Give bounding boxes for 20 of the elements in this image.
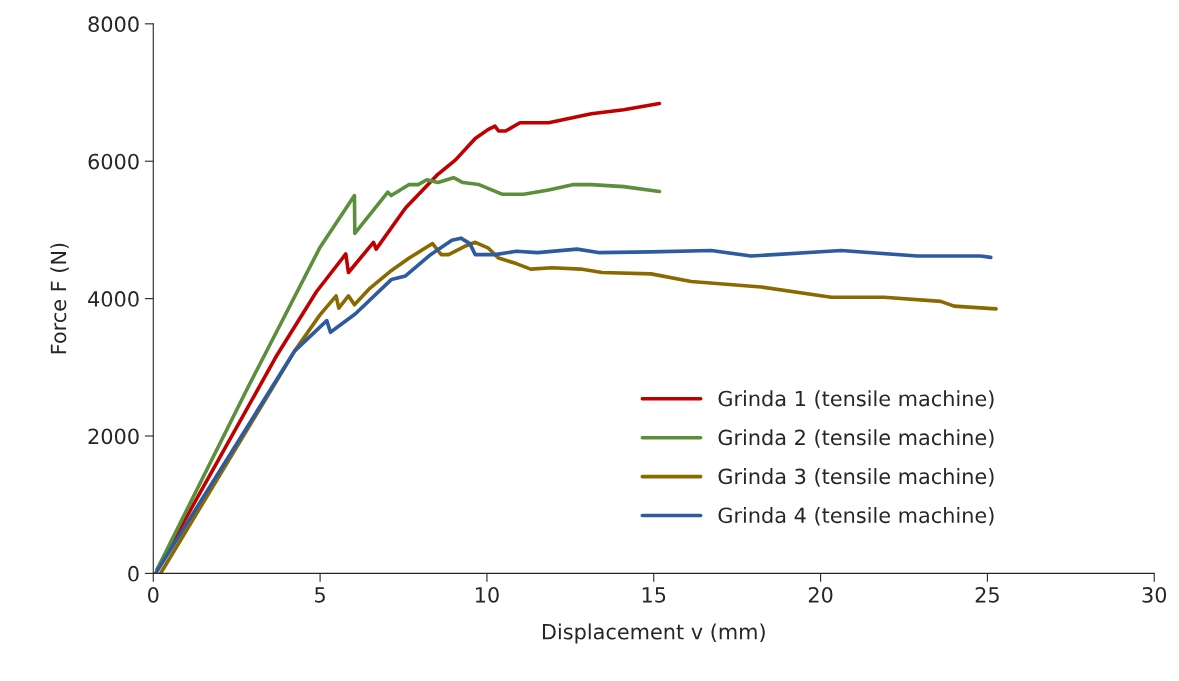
x-tick-label: 0 <box>148 586 159 603</box>
line-series <box>155 101 662 572</box>
x-tick-label: 15 <box>642 587 666 603</box>
x-tick-label: 10 <box>475 586 499 603</box>
legend-label: Grinda 1 (tensile machine) <box>718 390 994 409</box>
y-tick-label: 2000 <box>88 428 139 445</box>
x-tick-label: 30 <box>1142 586 1167 603</box>
line-series <box>155 175 662 571</box>
y-tick-label: 4000 <box>88 291 139 307</box>
y-tick-label: 0 <box>128 565 139 582</box>
x-axis-title: Displacement v (mm) <box>542 623 765 644</box>
x-tick-label: 5 <box>315 587 325 603</box>
legend-label: Grinda 4 (tensile machine) <box>718 507 994 526</box>
x-tick-label: 25 <box>975 586 999 603</box>
legend-label: Grinda 2 (tensile machine) <box>718 429 994 448</box>
x-tick-label: 20 <box>808 586 833 603</box>
y-tick-label: 8000 <box>88 16 139 33</box>
legend-label: Grinda 3 (tensile machine) <box>718 468 994 487</box>
y-axis-title: Force F (N) <box>50 243 69 354</box>
y-tick-label: 6000 <box>88 153 139 170</box>
